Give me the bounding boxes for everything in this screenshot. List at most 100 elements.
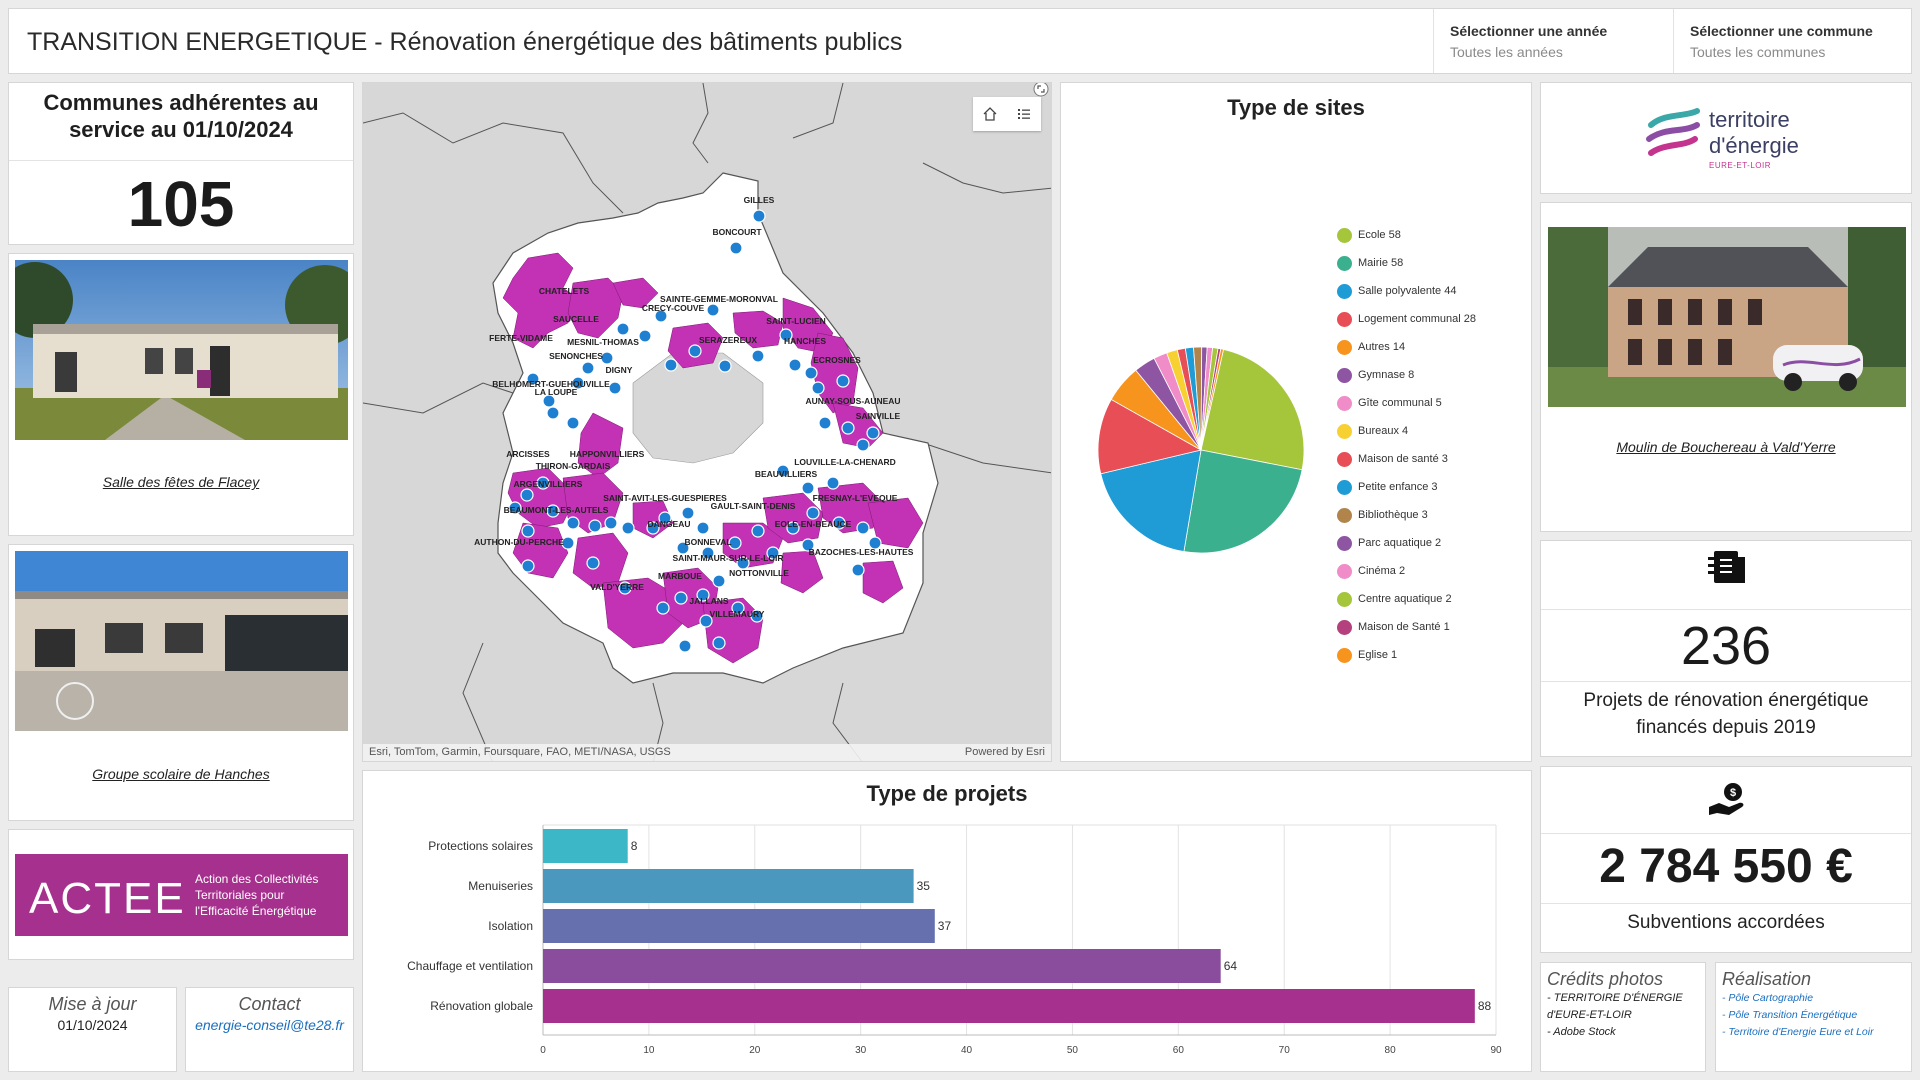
photo-caption: Groupe scolaire de Hanches xyxy=(92,766,270,782)
town-label: MARBOUE xyxy=(658,571,702,581)
home-button[interactable] xyxy=(973,97,1007,131)
town-label: JALLANS xyxy=(689,596,729,606)
map-panel[interactable]: GILLES BONCOURT SAINTE-GEMME-MORONVAL CR… xyxy=(362,82,1052,762)
pie-slice-ecole[interactable] xyxy=(1200,349,1305,471)
legend-item[interactable]: Bibliothèque 3 xyxy=(1337,501,1527,529)
legend-item[interactable]: Logement communal 28 xyxy=(1337,305,1527,333)
town-label: SAUCELLE xyxy=(553,314,599,324)
legend-item[interactable]: Centre aquatique 2 xyxy=(1337,585,1527,613)
town-label: GAULT-SAINT-DENIS xyxy=(711,501,796,511)
legend-button[interactable] xyxy=(1007,97,1041,131)
contact-email-link[interactable]: energie-conseil@te28.fr xyxy=(195,1017,344,1033)
realisation-link-te28[interactable]: - Territoire d'Energie Eure et Loir xyxy=(1722,1026,1874,1038)
town-labels-layer: GILLES BONCOURT SAINTE-GEMME-MORONVAL CR… xyxy=(474,195,914,619)
legend-item[interactable]: Maison de Santé 1 xyxy=(1337,613,1527,641)
bar-chauffage-et-ventilation[interactable] xyxy=(543,949,1221,983)
legend-item[interactable]: Ecole 58 xyxy=(1337,221,1527,249)
sites-chart-title: Type de sites xyxy=(1227,95,1365,120)
legend-label: Ecole 58 xyxy=(1358,229,1401,241)
pie-slice-salle-polyvalente[interactable] xyxy=(1100,449,1202,553)
grants-card: $ 2 784 550 € Subventions accordées xyxy=(1540,766,1912,953)
legend-item[interactable]: Maison de santé 3 xyxy=(1337,445,1527,473)
town-label: SAINTE-GEMME-MORONVAL xyxy=(660,294,778,304)
legend-item[interactable]: Mairie 58 xyxy=(1337,249,1527,277)
sites-chart-panel: Type de sites Ecole 58 Mairie 58 Salle pol… xyxy=(1060,82,1532,762)
legend-label: Mairie 58 xyxy=(1358,257,1404,269)
x-tick-label: 20 xyxy=(749,1045,761,1056)
x-tick-label: 60 xyxy=(1173,1045,1185,1056)
map-toolbar xyxy=(973,97,1041,131)
contact-label: Contact xyxy=(238,994,301,1014)
town-label: BEAUVILLIERS xyxy=(755,469,818,479)
header-bar: TRANSITION ENERGETIQUE - Rénovation éner… xyxy=(8,8,1912,74)
legend-swatch xyxy=(1337,619,1352,635)
legend-label: Centre aquatique 2 xyxy=(1358,593,1452,605)
site-markers-layer[interactable] xyxy=(508,209,882,653)
photo-salle-des-fetes-flacey xyxy=(15,260,348,440)
town-label: CRECY-COUVE xyxy=(642,303,705,313)
bar-menuiseries[interactable] xyxy=(543,869,914,903)
pie-slice-logement-communal[interactable] xyxy=(1097,398,1203,475)
page-title: TRANSITION ENERGETIQUE - Rénovation éner… xyxy=(27,28,903,56)
photo-caption: Salle des fêtes de Flacey xyxy=(102,474,260,490)
pie-slice-mairie[interactable] xyxy=(1183,449,1303,554)
year-selector[interactable]: Sélectionner une année Toutes les années xyxy=(1433,9,1673,73)
bar-r-novation-globale[interactable] xyxy=(543,989,1475,1023)
powered-by-esri[interactable]: Powered by Esri xyxy=(964,746,1045,758)
town-label: AUTHON-DU-PERCHE xyxy=(474,537,564,547)
legend-label: Maison de santé 3 xyxy=(1358,453,1448,465)
commune-selector[interactable]: Sélectionner une commune Toutes les comm… xyxy=(1673,9,1911,73)
legend-item[interactable]: Salle polyvalente 44 xyxy=(1337,277,1527,305)
realisation-link-transition[interactable]: - Pôle Transition Énergétique xyxy=(1722,1009,1858,1021)
projects-chart-panel: Type de projets 0 10 20 30 40 50 60 70 80 90 Prote… xyxy=(362,770,1532,1072)
communes-card-title: Communes adhérentes au service au 01/10/… xyxy=(43,90,319,142)
town-label: LA LOUPE xyxy=(535,387,578,397)
year-selector-label: Sélectionner une année xyxy=(1450,23,1608,39)
bar-value-label: 35 xyxy=(917,879,931,893)
bar-isolation[interactable] xyxy=(543,909,935,943)
town-label: VILLEMAURY xyxy=(710,609,765,619)
legend-label: Autres 14 xyxy=(1358,341,1406,353)
realisation-link-cartographie[interactable]: - Pôle Cartographie xyxy=(1722,992,1814,1004)
grants-amount: 2 784 550 € xyxy=(1599,840,1853,893)
legend-item[interactable]: Eglise 1 xyxy=(1337,641,1527,669)
fullscreen-button[interactable] xyxy=(1033,83,1051,97)
sites-pie-chart[interactable] xyxy=(1086,335,1316,565)
photo-caption: Moulin de Bouchereau à Vald'Yerre xyxy=(1616,439,1836,455)
projects-bar-chart[interactable]: 0 10 20 30 40 50 60 70 80 90 Protections solaires 8… xyxy=(363,811,1532,1072)
legend-item[interactable]: Cinéma 2 xyxy=(1337,557,1527,585)
legend-item[interactable]: Gymnase 8 xyxy=(1337,361,1527,389)
credits-line: - TERRITOIRE D'ÉNERGIE xyxy=(1547,992,1683,1004)
communes-count: 105 xyxy=(127,168,235,240)
x-tick-label: 70 xyxy=(1279,1045,1291,1056)
year-selector-value: Toutes les années xyxy=(1450,44,1563,60)
town-label: SAINT-AVIT-LES-GUESPIERES xyxy=(603,493,727,503)
x-tick-label: 80 xyxy=(1385,1045,1397,1056)
legend-swatch xyxy=(1337,451,1352,467)
legend-label: Cinéma 2 xyxy=(1358,565,1406,577)
card-divider xyxy=(1541,609,1911,610)
hand-money-icon: $ xyxy=(1709,783,1744,815)
legend-item[interactable]: Petite enfance 3 xyxy=(1337,473,1527,501)
legend-swatch xyxy=(1337,647,1352,663)
map-canvas[interactable]: GILLES BONCOURT SAINTE-GEMME-MORONVAL CR… xyxy=(363,83,1052,762)
legend-item[interactable]: Parc aquatique 2 xyxy=(1337,529,1527,557)
legend-item[interactable]: Autres 14 xyxy=(1337,333,1527,361)
legend-swatch xyxy=(1337,563,1352,579)
x-tick-label: 30 xyxy=(855,1045,867,1056)
bar-value-label: 88 xyxy=(1478,999,1492,1013)
contact-card: Contact energie-conseil@te28.fr xyxy=(185,987,354,1072)
town-label: EOLE-EN-BEAUCE xyxy=(775,519,852,529)
home-icon xyxy=(983,107,997,121)
actee-logo[interactable]: ACTEE Action des Collectivités Territori… xyxy=(15,854,348,936)
legend-swatch xyxy=(1337,227,1352,243)
te28-logo[interactable]: territoire d'énergie EURE-ET-LOIR xyxy=(1645,97,1815,177)
x-tick-label: 10 xyxy=(643,1045,655,1056)
legend-item[interactable]: Bureaux 4 xyxy=(1337,417,1527,445)
legend-label: Salle polyvalente 44 xyxy=(1358,285,1457,297)
pie-slice-eglise[interactable] xyxy=(1200,348,1224,451)
sites-legend: Ecole 58 Mairie 58 Salle polyvalente 44 Log… xyxy=(1337,221,1527,669)
bar-protections-solaires[interactable] xyxy=(543,829,628,863)
document-icon xyxy=(1708,551,1745,583)
legend-item[interactable]: Gîte communal 5 xyxy=(1337,389,1527,417)
